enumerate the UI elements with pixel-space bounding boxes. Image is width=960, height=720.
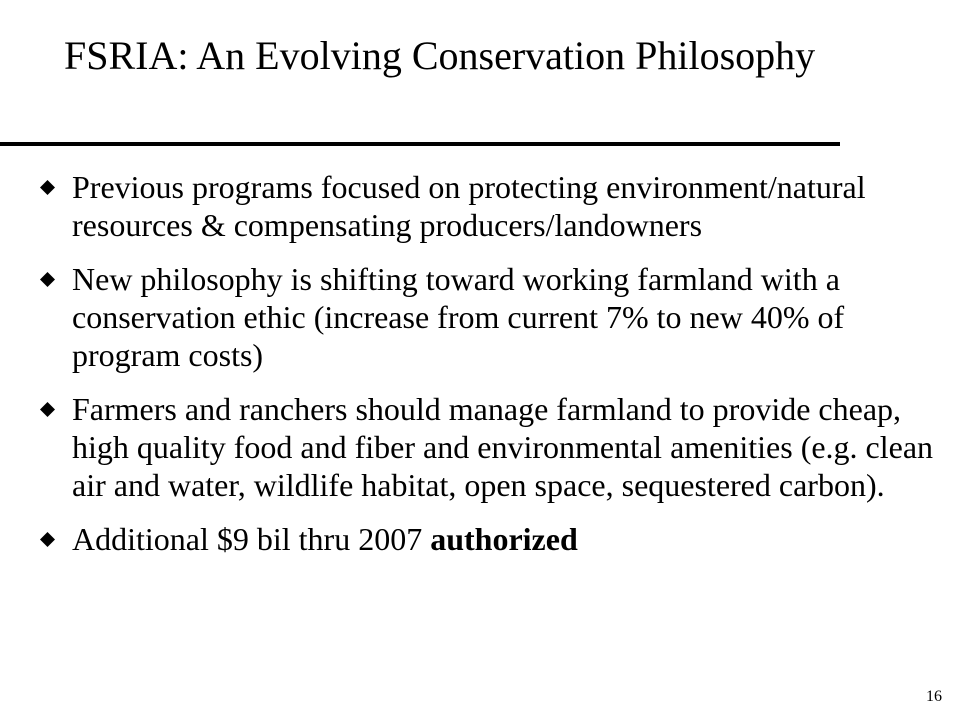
- bullet-text: Farmers and ranchers should manage farml…: [72, 391, 934, 503]
- diamond-bullet-icon: [40, 180, 55, 195]
- bullet-list: Previous programs focused on protecting …: [40, 168, 940, 574]
- page-number: 16: [926, 688, 942, 705]
- bullet-text: New philosophy is shifting toward workin…: [72, 261, 845, 373]
- slide-title: FSRIA: An Evolving Conservation Philosop…: [64, 33, 816, 78]
- diamond-bullet-icon: [40, 272, 55, 287]
- bullet-emphasis: authorized: [430, 521, 578, 557]
- bullet-item: New philosophy is shifting toward workin…: [40, 260, 940, 374]
- bullet-item: Previous programs focused on protecting …: [40, 168, 940, 244]
- diamond-bullet-icon: [40, 532, 55, 547]
- diamond-bullet-icon: [40, 402, 55, 417]
- bullet-text: Additional $9 bil thru 2007: [72, 521, 431, 557]
- bullet-item: Farmers and ranchers should manage farml…: [40, 390, 940, 504]
- title-underline: [0, 142, 840, 146]
- bullet-text: Previous programs focused on protecting …: [72, 169, 866, 243]
- bullet-item: Additional $9 bil thru 2007 authorized: [40, 520, 940, 558]
